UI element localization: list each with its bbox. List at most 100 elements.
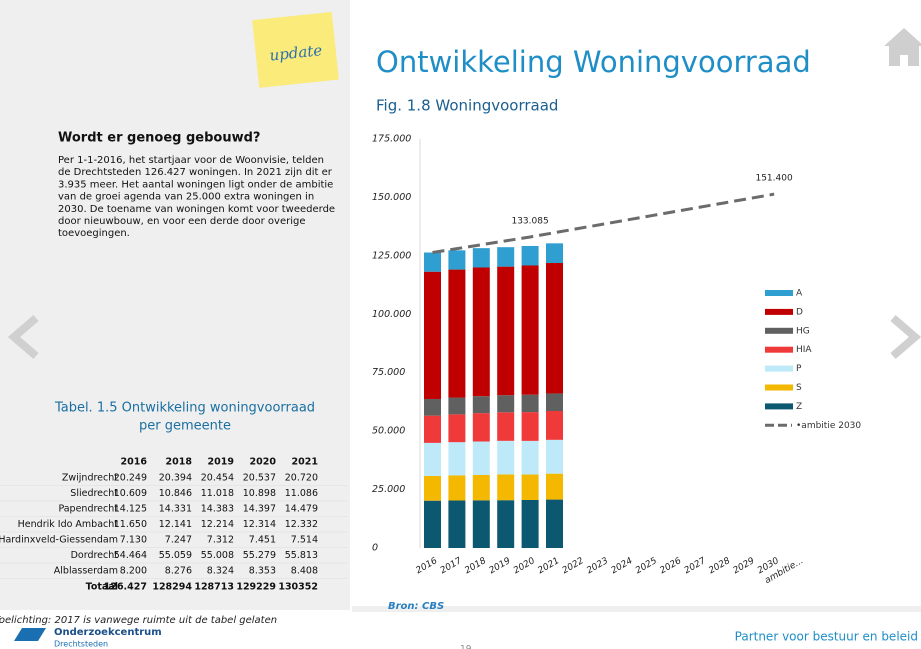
bar-segment [424,415,441,443]
bar-segment [424,252,441,272]
legend-swatch [765,365,793,372]
table-cell: 14.125 [114,504,147,515]
table-header: 2020 [250,457,277,468]
table-cell: 11.650 [114,519,147,530]
next-arrow[interactable] [890,314,921,360]
bar-segment [448,250,466,270]
paragraph-line: door nieuwbouw, en voor een derde door o… [58,216,306,227]
legend-swatch [765,308,793,315]
sticky-note-group: update [252,11,339,88]
paragraph-line: toevoegingen. [58,228,130,239]
paragraph: Per 1-1-2016, het startjaar voor de Woon… [58,155,335,239]
total-cell: 128294 [152,582,192,593]
heading: Wordt er genoeg gebouwd? [58,131,260,146]
table-cell: 8.276 [165,566,192,577]
legend-label: S [796,383,802,393]
total-cell: 128713 [194,582,234,593]
table-cell: 55.279 [243,550,276,561]
bar-segment [424,475,441,501]
legend-swatch [765,327,793,334]
table-cell: 20.249 [114,473,147,484]
bar-segment [448,442,466,476]
paragraph-line: Per 1-1-2016, het startjaar voor de Woon… [58,155,324,166]
bar-segment [448,500,466,548]
table-cell: 10.609 [114,488,147,499]
bottom-strip [352,606,921,612]
table-cell: 55.008 [201,550,234,561]
table-header: 2018 [166,457,193,468]
logo-text: Onderzoekcentrum [54,627,162,638]
bar-segment [521,265,539,395]
table-cell: 54.464 [114,550,147,561]
row-label: Hendrik Ido Ambacht [18,519,119,530]
bar-segment [472,396,490,414]
bar-segment [497,266,515,396]
table-cell: 7.312 [207,535,234,546]
table-title: Tabel. 1.5 Ontwikkeling woningvoorraad [54,401,315,416]
row-label: Sliedrecht [70,488,118,499]
bar-segment [497,247,515,267]
bar-segment [497,500,515,548]
bar-segment [472,441,490,475]
prev-arrow[interactable] [7,314,39,360]
legend-label: D [796,307,803,317]
bar-segment [521,440,539,475]
paragraph-line: van de groei agenda van 25.000 extra won… [58,192,314,203]
bar-segment [497,395,515,413]
row-label: Alblasserdam [54,566,118,577]
y-tick-label: 125.000 [372,250,411,261]
table-cell: 55.059 [159,550,192,561]
sticky-note-text: update [269,41,323,64]
table-cell: 20.720 [285,473,318,484]
bar-segment [472,413,490,442]
note: Toelichting: 2017 is vanwege ruimte uit … [0,615,277,626]
table-cell: 8.324 [207,566,234,577]
data-label: 133.085 [511,216,548,226]
legend-swatch [765,346,793,353]
table-cell: 14.331 [159,504,192,515]
total-cell: 130352 [278,582,318,593]
legend-label: HIA [796,345,812,355]
table-cell: 7.451 [249,535,276,546]
bar-segment [472,248,490,268]
bar-segment [448,414,466,443]
bar-segment [546,473,563,500]
ambition-line [432,192,775,255]
legend-label: P [796,364,802,374]
table-cell: 20.537 [243,473,276,484]
table: Tabel. 1.5 Ontwikkeling woningvoorraad pe… [0,401,348,593]
bar-segment [448,397,466,415]
bar-segment [472,500,490,548]
chart: 0 25.000 50.000 75.000 100.000 125.000 150.000… [372,134,861,587]
bar-segment [424,442,441,476]
home-icon[interactable] [884,28,921,66]
bar-segment [546,393,563,412]
table-header: 2016 [121,457,148,468]
y-tick-label: 75.000 [372,367,405,378]
total-label: Totaal [86,582,118,593]
legend-swatch [765,384,793,391]
left-panel [0,0,350,610]
bar-segment [521,412,539,441]
bar-segment [497,474,515,501]
bar-segment [472,474,490,501]
legend-label: A [796,289,803,299]
bar-segment [472,267,490,397]
source: Bron: CBS [388,601,444,612]
table-cell: 20.394 [159,473,192,484]
row-label: Dordrecht [71,550,119,561]
table-cell: 14.397 [243,504,276,515]
table-cell: 12.141 [159,519,192,530]
bar-segment [497,440,515,475]
total-cell: 126.427 [104,582,147,593]
bar-segment [546,243,563,263]
table-cell: 14.383 [201,504,234,515]
data-label: 151.400 [755,174,792,184]
table-cell: 12.314 [243,519,276,530]
logo-text: Drechtsteden [54,640,108,649]
bar-segment [521,245,539,266]
table-cell: 8.408 [291,566,318,577]
table-cell: 12.214 [201,519,234,530]
y-tick-label: 25.000 [372,484,405,495]
